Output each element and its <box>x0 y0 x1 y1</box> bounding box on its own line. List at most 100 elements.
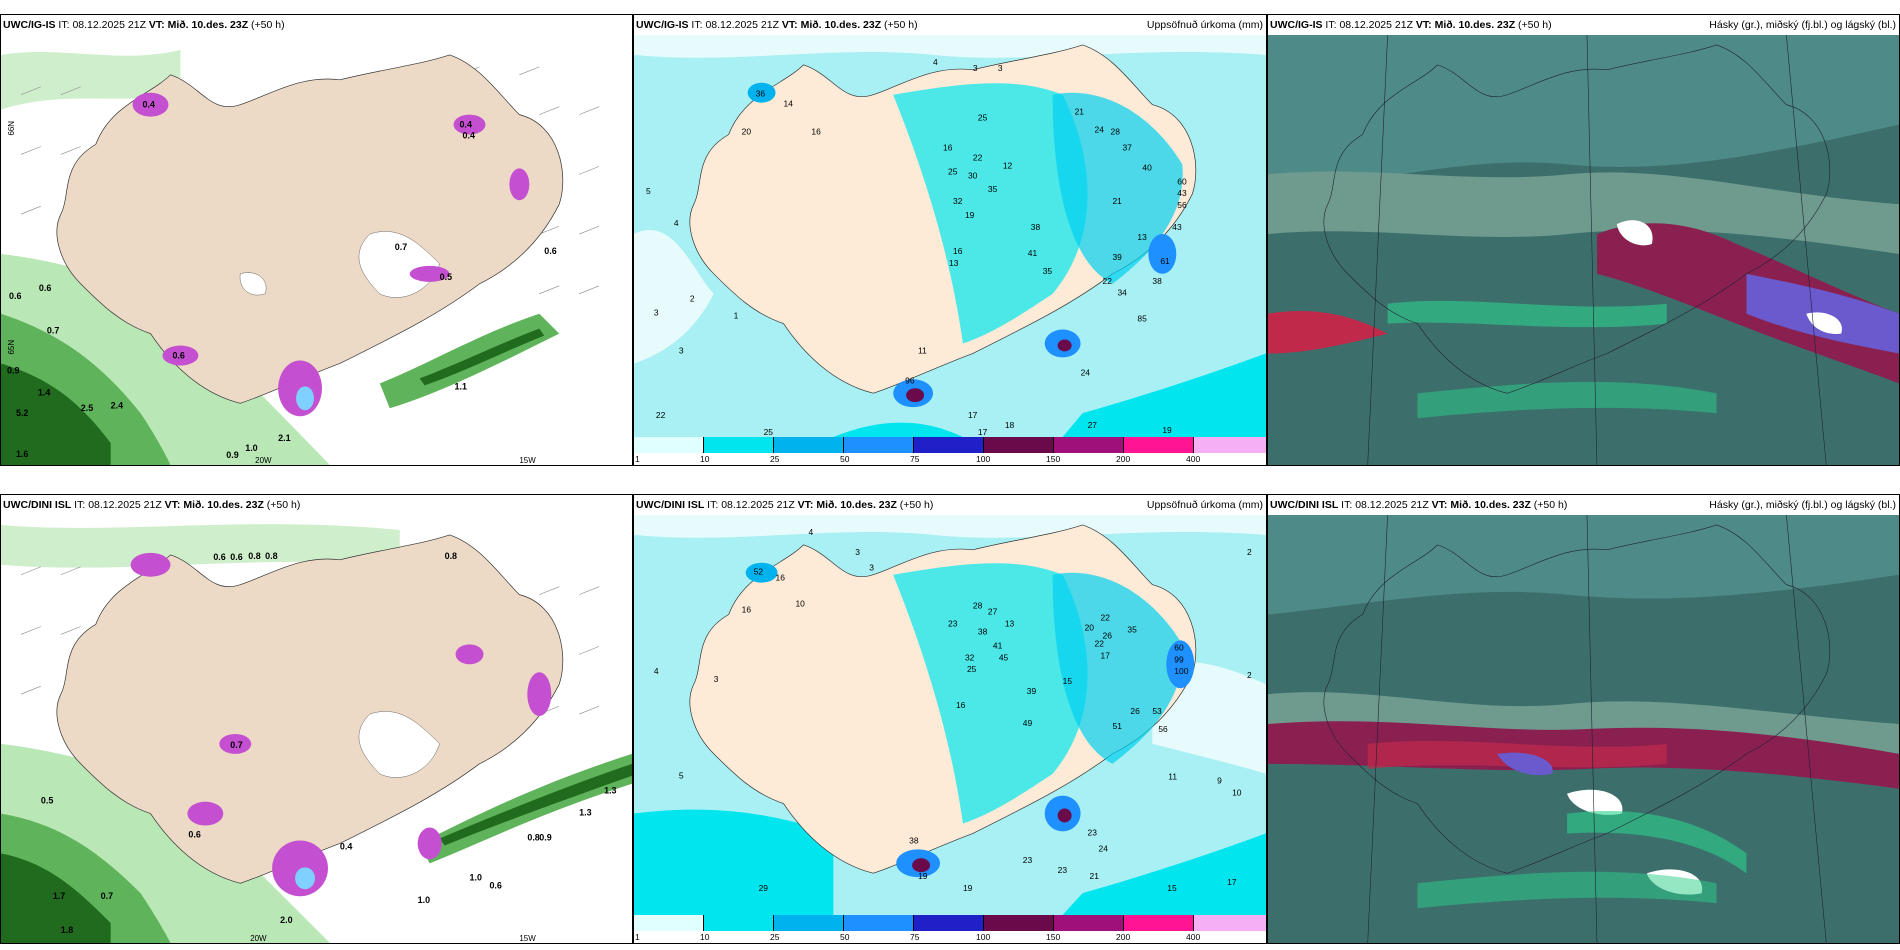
svg-text:1: 1 <box>734 311 739 321</box>
svg-text:2.5: 2.5 <box>81 403 93 413</box>
axis-label-15w: 15W <box>519 934 536 943</box>
colorbar-tick: 10 <box>700 454 710 464</box>
svg-text:19: 19 <box>1162 425 1172 435</box>
svg-text:60: 60 <box>1177 176 1187 186</box>
svg-text:10: 10 <box>1232 788 1242 798</box>
svg-text:4: 4 <box>808 527 813 537</box>
svg-text:100: 100 <box>1174 666 1188 676</box>
svg-text:0.5: 0.5 <box>440 272 452 282</box>
svg-text:15: 15 <box>1063 676 1073 686</box>
svg-text:0.4: 0.4 <box>460 120 472 130</box>
svg-text:1.0: 1.0 <box>470 872 482 882</box>
map-cloud-cover[interactable] <box>1268 515 1899 943</box>
svg-text:35: 35 <box>988 184 998 194</box>
svg-text:28: 28 <box>973 601 983 611</box>
colorbar-swatch-150 <box>1054 915 1124 931</box>
colorbar-tick: 1 <box>635 454 640 464</box>
axis-label-15w: 15W <box>519 456 536 465</box>
svg-text:0.9: 0.9 <box>539 832 551 842</box>
svg-text:1.3: 1.3 <box>579 808 591 818</box>
svg-text:53: 53 <box>1152 706 1162 716</box>
svg-text:25: 25 <box>978 113 988 123</box>
svg-text:0.9: 0.9 <box>226 450 238 460</box>
svg-text:0.4: 0.4 <box>340 841 352 851</box>
svg-text:2: 2 <box>690 294 695 304</box>
svg-text:0.4: 0.4 <box>463 131 475 141</box>
colorbar-swatch-200 <box>1124 915 1194 931</box>
map-precip-rate[interactable]: 0.6 0.6 0.8 0.8 0.8 0.5 1.7 0.7 1.8 0.6 2.0 0.7 … <box>1 515 632 943</box>
svg-text:29: 29 <box>759 883 769 893</box>
svg-text:17: 17 <box>968 410 978 420</box>
colorbar-swatch-10 <box>704 915 774 931</box>
svg-text:23: 23 <box>948 618 958 628</box>
colorbar-tick: 50 <box>840 932 850 942</box>
svg-text:49: 49 <box>1023 718 1033 728</box>
svg-text:19: 19 <box>965 210 975 220</box>
colorbar-tick: 400 <box>1186 932 1201 942</box>
colorbar-tick: 200 <box>1116 454 1131 464</box>
svg-text:4: 4 <box>674 218 679 228</box>
svg-text:2.0: 2.0 <box>280 915 292 925</box>
svg-text:21: 21 <box>1090 871 1100 881</box>
svg-text:3: 3 <box>679 345 684 355</box>
svg-text:3: 3 <box>654 308 659 318</box>
panel-title: Hásky (gr.), miðský (fj.bl.) og lágský (… <box>1709 19 1896 31</box>
svg-text:13: 13 <box>1005 618 1015 628</box>
svg-text:17: 17 <box>1101 650 1111 660</box>
svg-text:25: 25 <box>948 166 958 176</box>
map-cloud-cover[interactable] <box>1268 35 1899 465</box>
colorbar-swatch-75 <box>914 915 984 931</box>
svg-text:27: 27 <box>988 607 998 617</box>
svg-text:10: 10 <box>795 599 805 609</box>
svg-text:32: 32 <box>965 652 975 662</box>
panel-header: UWC/IG-IS IT: 08.12.2025 21Z VT: Mið. 10… <box>3 19 285 31</box>
colorbar-swatch-100 <box>984 437 1054 453</box>
precip-band-southeast-dark <box>419 328 545 386</box>
colorbar-swatch-1 <box>634 437 704 453</box>
svg-text:24: 24 <box>1095 125 1105 135</box>
svg-text:3: 3 <box>869 563 874 573</box>
svg-text:9: 9 <box>1217 776 1222 786</box>
svg-text:0.8: 0.8 <box>445 551 457 561</box>
svg-text:5: 5 <box>679 771 684 781</box>
colorbar-swatch-50 <box>844 915 914 931</box>
svg-text:0.6: 0.6 <box>172 351 184 361</box>
svg-text:56: 56 <box>1177 200 1187 210</box>
svg-text:17: 17 <box>978 427 988 437</box>
svg-text:19: 19 <box>963 883 973 893</box>
svg-text:0.6: 0.6 <box>230 552 242 562</box>
map-precip-rate[interactable]: 0.4 0.4 0.4 0.6 0.5 0.7 0.6 0.6 0.7 0.9 1.4 2.5 … <box>1 35 632 465</box>
svg-text:85: 85 <box>1137 314 1147 324</box>
svg-text:38: 38 <box>1152 276 1162 286</box>
svg-text:60: 60 <box>1174 642 1184 652</box>
svg-text:0.8: 0.8 <box>248 551 260 561</box>
svg-text:0.8: 0.8 <box>527 832 539 842</box>
svg-text:16: 16 <box>776 573 786 583</box>
svg-text:0.6: 0.6 <box>213 552 225 562</box>
panel-header: UWC/IG-IS IT: 08.12.2025 21Z VT: Mið. 10… <box>1268 15 1899 35</box>
svg-text:13: 13 <box>949 258 959 268</box>
svg-text:20: 20 <box>742 127 752 137</box>
svg-text:38: 38 <box>909 835 919 845</box>
svg-text:35: 35 <box>1043 266 1053 276</box>
svg-text:61: 61 <box>1160 256 1170 266</box>
svg-text:22: 22 <box>1101 612 1111 622</box>
colorbar-swatch-75 <box>914 437 984 453</box>
panel-accum-precip-dini: UWC/DINI ISL IT: 08.12.2025 21Z VT: Mið.… <box>633 494 1267 944</box>
svg-text:23: 23 <box>1058 865 1068 875</box>
svg-text:3: 3 <box>998 63 1003 73</box>
svg-text:0.7: 0.7 <box>101 891 113 901</box>
svg-text:4: 4 <box>933 57 938 67</box>
svg-text:22: 22 <box>973 152 983 162</box>
svg-text:22: 22 <box>1095 638 1105 648</box>
svg-text:0.6: 0.6 <box>489 880 501 890</box>
svg-text:15: 15 <box>1167 883 1177 893</box>
svg-text:56: 56 <box>1158 724 1168 734</box>
precip-band-core <box>1 363 111 465</box>
panel-title: Uppsöfnuð úrkoma (mm) <box>1146 19 1263 31</box>
colorbar-tick: 100 <box>976 454 991 464</box>
svg-text:51: 51 <box>1112 721 1122 731</box>
svg-text:2: 2 <box>1247 670 1252 680</box>
